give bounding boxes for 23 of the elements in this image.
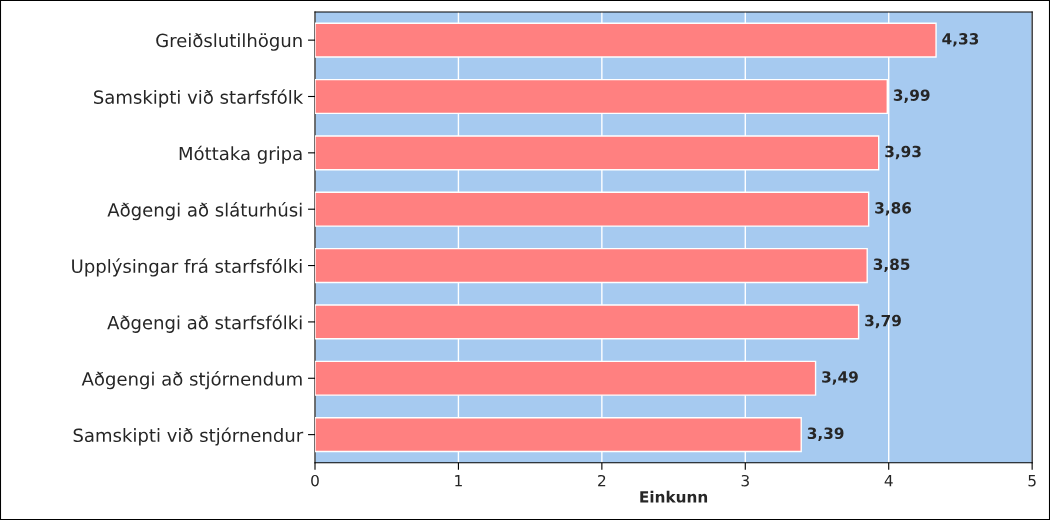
x-tick-label: 0 xyxy=(311,474,319,487)
x-tick-label: 3 xyxy=(741,474,749,487)
data-label: 3,99 xyxy=(893,89,930,103)
data-label: 3,86 xyxy=(875,202,912,216)
y-tick-label: Greiðslutilhögun xyxy=(156,33,302,51)
data-label: 4,33 xyxy=(942,33,979,47)
y-tick-label: Móttaka gripa xyxy=(179,145,302,164)
data-label: 3,85 xyxy=(873,258,910,272)
x-tick-label: 1 xyxy=(455,475,462,487)
y-tick-label: Upplýsingar frá starfsfólki xyxy=(72,258,302,277)
y-tick-label: Samskipti við stjórnendur xyxy=(73,427,304,446)
y-tick-label: Aðgengi að starfsfólki xyxy=(107,314,302,333)
data-label: 3,49 xyxy=(822,371,858,385)
data-label: 3,79 xyxy=(865,314,901,329)
data-label: 3,93 xyxy=(885,145,921,160)
y-tick-label: Aðgengi að stjórnendum xyxy=(81,371,302,390)
y-tick-label: Samskipti við starfsfólk xyxy=(94,89,304,108)
x-tick-label: 2 xyxy=(598,474,606,487)
data-label: 3,39 xyxy=(807,427,844,442)
x-tick-label: 4 xyxy=(884,475,893,487)
x-tick-label: 5 xyxy=(1028,475,1036,487)
y-tick-label: Aðgengi að sláturhúsi xyxy=(107,201,302,221)
x-axis-title: Einkunn xyxy=(640,490,708,503)
